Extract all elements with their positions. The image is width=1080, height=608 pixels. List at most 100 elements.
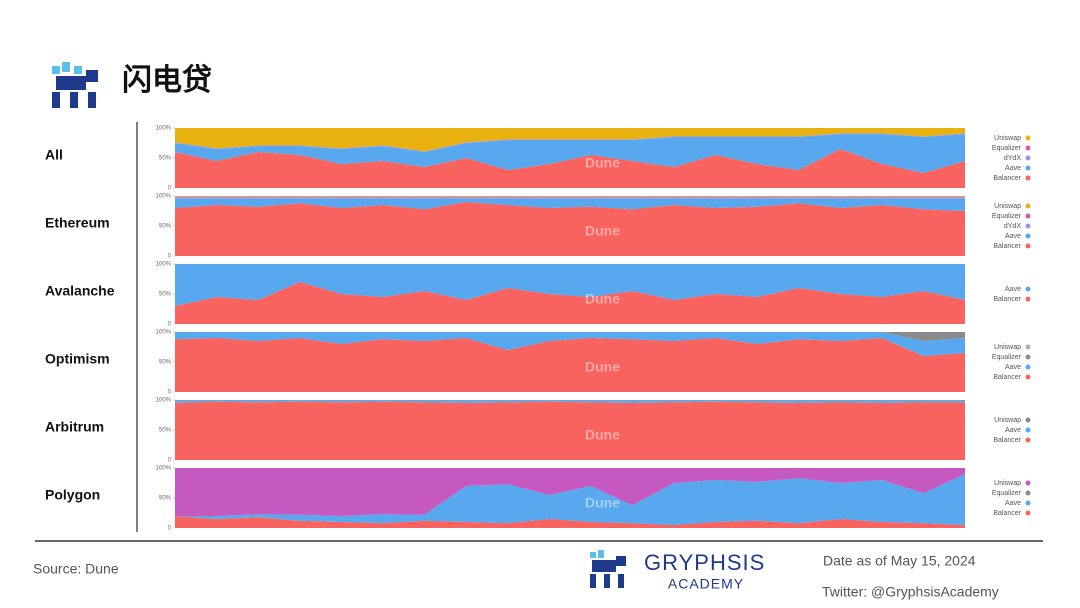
legend-label: dYdX	[1004, 155, 1021, 162]
legend-label: Aave	[1005, 286, 1021, 293]
area	[175, 197, 965, 199]
twitter: Twitter: @GryphsisAcademy	[822, 584, 999, 600]
y-tick-label: 0	[168, 322, 172, 328]
area	[175, 196, 965, 198]
legend-label: Equalizer	[992, 213, 1022, 220]
brand-sub: ACADEMY	[668, 576, 744, 592]
chart-title: Avalanche	[45, 283, 115, 299]
area	[175, 202, 965, 256]
area	[175, 282, 965, 324]
legend-dot	[1025, 427, 1031, 433]
legend-label: Balancer	[993, 510, 1021, 517]
y-tick-label: 50%	[159, 360, 172, 366]
legend-dot	[1025, 344, 1031, 350]
area	[175, 128, 965, 152]
y-tick-label: 0	[168, 186, 172, 192]
area	[175, 516, 965, 528]
area	[175, 474, 965, 525]
legend-dot	[1025, 135, 1031, 141]
area	[175, 198, 965, 211]
legend-dot	[1025, 145, 1031, 151]
y-tick-label: 50%	[159, 428, 172, 434]
y-tick-label: 100%	[156, 126, 172, 132]
area	[175, 332, 965, 356]
area	[175, 264, 965, 306]
legend-dot	[1025, 437, 1031, 443]
chart-title: Ethereum	[45, 215, 110, 231]
legend-label: Balancer	[993, 243, 1021, 250]
legend-label: Equalizer	[992, 145, 1022, 152]
charts: 0 50% 100% All Dune Uniswap Equalizer dYdX Aave B…	[45, 126, 1031, 532]
date: Date as of May 15, 2024	[823, 553, 976, 569]
legend-dot	[1025, 223, 1031, 229]
page-title: 闪电贷	[122, 64, 212, 97]
area	[175, 400, 965, 401]
legend-dot	[1025, 500, 1031, 506]
legend-label: Aave	[1005, 427, 1021, 434]
legend-label: Balancer	[993, 374, 1021, 381]
y-tick-label: 100%	[156, 466, 172, 472]
area	[175, 338, 965, 392]
y-tick-label: 50%	[159, 224, 172, 230]
chart-title: Polygon	[45, 487, 100, 503]
legend-dot	[1025, 155, 1031, 161]
brand: GRYPHSIS	[644, 550, 765, 575]
legend-dot	[1025, 490, 1031, 496]
area	[175, 196, 965, 197]
legend-dot	[1025, 510, 1031, 516]
legend-dot	[1025, 233, 1031, 239]
y-tick-label: 0	[168, 390, 172, 396]
y-tick-label: 100%	[156, 330, 172, 336]
area	[175, 468, 965, 516]
y-tick-label: 0	[168, 458, 172, 464]
legend-label: Uniswap	[994, 135, 1021, 142]
legend-dot	[1025, 243, 1031, 249]
legend-dot	[1025, 480, 1031, 486]
legend-dot	[1025, 286, 1031, 292]
chart-title: Optimism	[45, 351, 110, 367]
chart-title: All	[45, 147, 63, 163]
logo-icon	[52, 62, 98, 108]
area	[175, 401, 965, 460]
y-tick-label: 50%	[159, 496, 172, 502]
legend-label: Balancer	[993, 296, 1021, 303]
y-tick-label: 50%	[159, 156, 172, 162]
y-tick-label: 0	[168, 254, 172, 260]
area	[175, 134, 965, 173]
chart-title: Arbitrum	[45, 419, 104, 435]
watermark: Dune	[585, 359, 620, 375]
area	[175, 400, 965, 403]
legend-label: Balancer	[993, 175, 1021, 182]
y-tick-label: 50%	[159, 292, 172, 298]
legend-label: Uniswap	[994, 344, 1021, 351]
area	[175, 149, 965, 188]
legend-dot	[1025, 417, 1031, 423]
y-tick-label: 100%	[156, 194, 172, 200]
legend-label: Uniswap	[994, 417, 1021, 424]
footer-logo-icon	[590, 550, 626, 588]
area	[175, 332, 965, 341]
legend-label: Equalizer	[992, 490, 1022, 497]
legend-dot	[1025, 296, 1031, 302]
legend-dot	[1025, 354, 1031, 360]
legend-label: Uniswap	[994, 480, 1021, 487]
y-tick-label: 100%	[156, 262, 172, 268]
legend-dot	[1025, 175, 1031, 181]
legend-label: Aave	[1005, 233, 1021, 240]
legend-dot	[1025, 374, 1031, 380]
y-tick-label: 100%	[156, 398, 172, 404]
legend-label: Uniswap	[994, 203, 1021, 210]
legend-label: Aave	[1005, 500, 1021, 507]
legend-label: dYdX	[1004, 223, 1021, 230]
watermark: Dune	[585, 223, 620, 239]
legend-label: Aave	[1005, 165, 1021, 172]
legend-dot	[1025, 165, 1031, 171]
legend-label: Aave	[1005, 364, 1021, 371]
source: Source: Dune	[33, 561, 119, 577]
legend-label: Equalizer	[992, 354, 1022, 361]
watermark: Dune	[585, 155, 620, 171]
legend-dot	[1025, 213, 1031, 219]
watermark: Dune	[585, 495, 620, 511]
watermark: Dune	[585, 291, 620, 307]
